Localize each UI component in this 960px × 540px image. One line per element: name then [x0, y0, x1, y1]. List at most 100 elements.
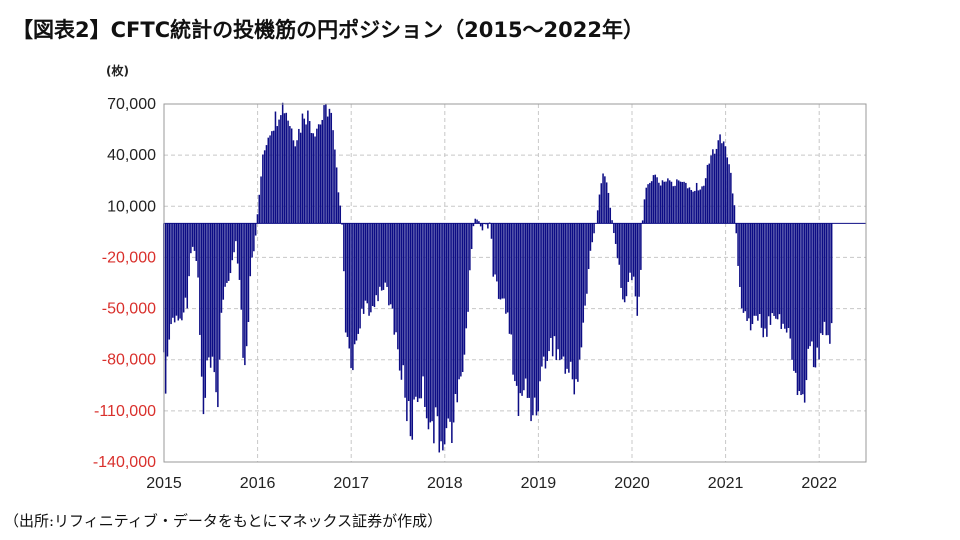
bar: [571, 223, 574, 380]
x-tick-label: 2017: [333, 475, 369, 492]
bar: [803, 223, 806, 403]
bar: [470, 223, 473, 250]
bar: [487, 223, 489, 229]
bar: [371, 223, 374, 307]
bar: [604, 176, 606, 224]
bar: [265, 145, 268, 224]
bar: [301, 113, 304, 224]
bar: [299, 132, 302, 224]
bar: [269, 135, 271, 224]
bar: [323, 105, 325, 224]
bar: [811, 223, 813, 342]
bar: [631, 223, 633, 281]
bar: [695, 182, 698, 224]
bar: [785, 223, 788, 333]
bar: [350, 223, 352, 369]
bar: [490, 223, 493, 239]
bar: [461, 223, 464, 372]
bar: [206, 223, 208, 361]
bar: [600, 183, 603, 224]
bar: [244, 223, 246, 366]
bar: [337, 192, 340, 224]
bar: [742, 223, 745, 313]
bar: [712, 149, 714, 224]
bar: [771, 223, 774, 314]
bar: [767, 223, 770, 317]
bar: [564, 223, 567, 374]
bar: [469, 223, 471, 271]
bar: [591, 223, 594, 243]
x-tick-label: 2021: [708, 475, 744, 492]
bar: [586, 223, 588, 294]
bar: [616, 223, 619, 259]
bar: [416, 223, 419, 403]
bar: [796, 223, 799, 396]
bar: [623, 223, 626, 303]
bar: [807, 223, 810, 349]
bar: [442, 223, 444, 451]
bar: [242, 223, 244, 358]
bar: [296, 140, 298, 224]
bar: [397, 223, 399, 350]
y-tick-label: 10,000: [107, 198, 156, 215]
bar: [272, 130, 275, 224]
bar: [794, 223, 797, 373]
bar: [341, 223, 343, 225]
bar: [553, 223, 556, 337]
bar: [368, 223, 370, 316]
bar: [829, 223, 831, 344]
bar: [393, 223, 396, 335]
bar: [172, 223, 174, 318]
bar: [283, 113, 286, 224]
bar: [582, 223, 585, 323]
x-tick-label: 2015: [146, 475, 182, 492]
bar: [728, 164, 730, 224]
bar: [353, 223, 356, 345]
bar: [740, 223, 743, 309]
bar: [650, 181, 653, 224]
bar: [218, 223, 221, 360]
bar: [413, 223, 415, 400]
bar: [258, 194, 261, 224]
bar: [663, 181, 666, 224]
bar: [357, 223, 360, 334]
bar: [366, 223, 369, 304]
bar: [679, 181, 682, 224]
bar: [326, 116, 329, 224]
bar: [587, 223, 590, 270]
bar: [209, 223, 212, 368]
bar: [307, 110, 309, 224]
bar: [668, 180, 671, 224]
x-tick-label: 2016: [240, 475, 276, 492]
bar: [424, 223, 426, 407]
bar: [764, 223, 766, 329]
bar: [573, 223, 576, 395]
bar: [445, 223, 448, 429]
bar: [420, 223, 423, 399]
bar: [429, 223, 432, 423]
bar: [640, 223, 642, 270]
bar: [726, 157, 729, 224]
bar: [812, 223, 815, 368]
bar: [746, 223, 748, 321]
bar: [791, 223, 793, 360]
bar: [548, 223, 550, 352]
bar: [245, 223, 248, 347]
bar: [292, 140, 295, 224]
bar: [704, 178, 707, 224]
bar: [359, 223, 361, 329]
bar: [314, 136, 316, 224]
bar: [559, 223, 561, 361]
bar: [512, 223, 514, 375]
bar: [793, 223, 795, 371]
bar: [676, 179, 678, 224]
bar: [386, 223, 388, 287]
bar: [334, 149, 336, 224]
bar: [677, 180, 680, 224]
bar: [665, 181, 667, 224]
bar: [384, 223, 387, 283]
bar: [328, 108, 331, 224]
bar: [532, 223, 534, 416]
bar: [681, 181, 684, 224]
